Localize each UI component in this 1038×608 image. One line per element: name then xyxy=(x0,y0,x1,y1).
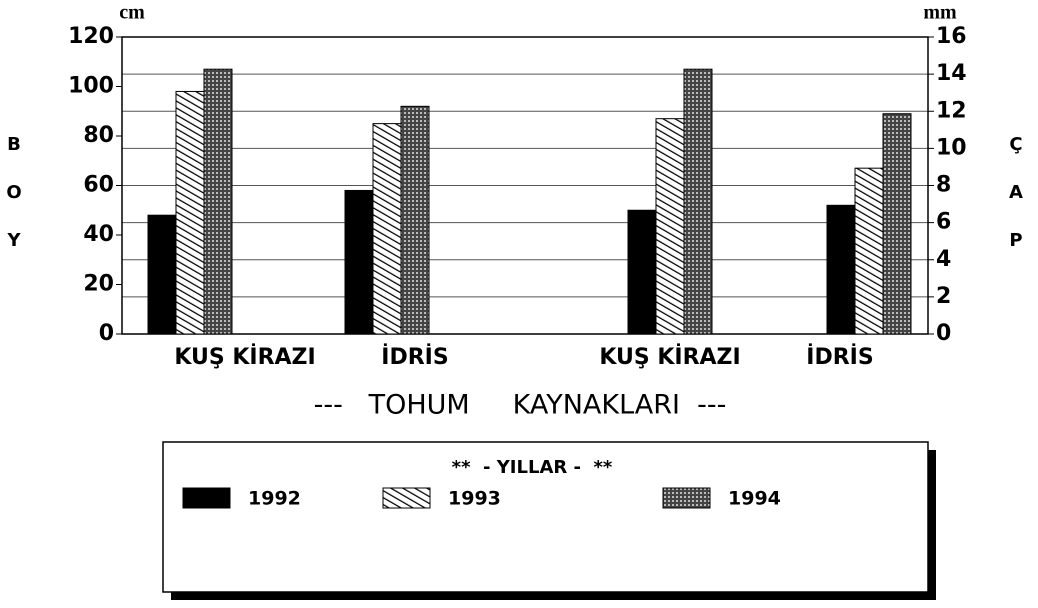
bar xyxy=(655,118,685,335)
y2-tick-label: 12 xyxy=(936,98,967,123)
y2-axis-title: P xyxy=(1009,230,1022,251)
y-axis-title: B xyxy=(7,134,21,155)
y-axis-title: O xyxy=(6,182,21,203)
legend-box xyxy=(162,441,929,593)
bar xyxy=(683,68,713,335)
bar xyxy=(826,204,856,335)
legend-swatch xyxy=(182,487,231,509)
bar xyxy=(627,209,657,335)
bar xyxy=(147,214,177,335)
x-axis-title: --- TOHUM KAYNAKLARI --- xyxy=(314,390,727,421)
legend-label: 1992 xyxy=(248,488,301,510)
legend-label: 1994 xyxy=(728,488,781,510)
bar xyxy=(203,68,233,335)
y2-tick-label: 16 xyxy=(936,24,967,49)
y2-unit: mm xyxy=(923,2,957,24)
bar xyxy=(882,113,912,335)
y-unit: cm xyxy=(119,2,145,24)
legend-title: ** - YILLAR - ** xyxy=(452,457,613,478)
bar xyxy=(175,90,205,335)
y2-tick-label: 10 xyxy=(936,135,967,160)
legend-swatch xyxy=(382,487,431,509)
bar xyxy=(372,123,402,335)
x-tick-label: İDRİS xyxy=(806,344,873,370)
bar xyxy=(344,189,374,335)
legend-swatch xyxy=(662,487,711,509)
x-tick-label: KUŞ KİRAZI xyxy=(174,344,315,370)
y2-tick-label: 6 xyxy=(936,210,951,235)
bar xyxy=(400,105,430,335)
y2-axis-title: A xyxy=(1009,182,1023,203)
y-tick-label: 60 xyxy=(83,173,114,198)
plot-frame xyxy=(121,36,929,335)
x-tick-label: KUŞ KİRAZI xyxy=(599,344,740,370)
y2-tick-label: 0 xyxy=(936,321,951,346)
y-tick-label: 100 xyxy=(68,74,114,99)
y2-tick-label: 4 xyxy=(936,247,951,272)
y-tick-label: 80 xyxy=(83,123,114,148)
y-tick-label: 40 xyxy=(83,222,114,247)
x-tick-label: İDRİS xyxy=(381,344,448,370)
y2-axis-title: Ç xyxy=(1009,134,1022,155)
y2-tick-label: 8 xyxy=(936,173,951,198)
y-axis-title: Y xyxy=(6,230,21,251)
y-tick-label: 20 xyxy=(83,272,114,297)
bar xyxy=(854,167,884,335)
y2-tick-label: 14 xyxy=(936,61,967,86)
legend-label: 1993 xyxy=(448,488,501,510)
y2-tick-label: 2 xyxy=(936,284,951,309)
y-tick-label: 120 xyxy=(68,24,114,49)
y-tick-label: 0 xyxy=(99,321,114,346)
